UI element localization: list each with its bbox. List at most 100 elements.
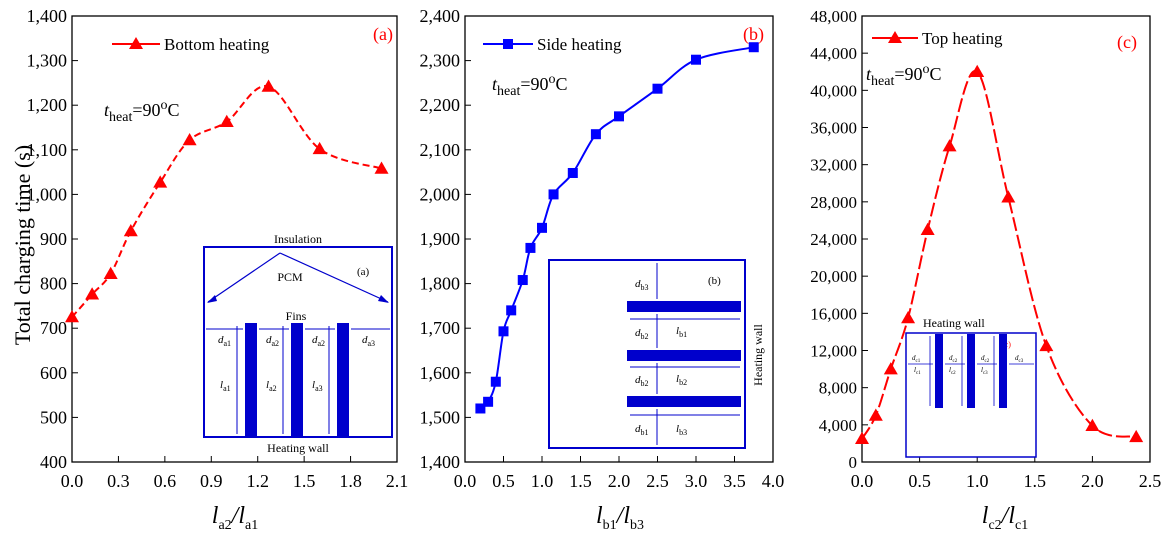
inset-a-arrow-left [207, 252, 281, 303]
inset-a-dim-lines [206, 326, 390, 434]
panel-b-xtick-label: 1.0 [531, 471, 554, 491]
inset-b-panel-label: (b) [708, 275, 721, 287]
panel-b-ytick-label: 2,200 [420, 95, 461, 115]
inset-a-dim-d3: da2 [312, 334, 325, 348]
panel-a-xtick-label: 1.5 [293, 471, 316, 491]
panel-b-ytick-label: 2,400 [420, 6, 461, 26]
panel-a-data-point [374, 161, 389, 174]
panel-c-inset: Heating wall (c) dc1 dc2 dc2 dc3 lc1 lc2… [905, 316, 1037, 458]
inset-c-fin-2 [967, 334, 975, 408]
panel-c-ytick-label: 20,000 [810, 267, 857, 286]
inset-a-arrow-right [279, 252, 389, 303]
panel-c-ytick-label: 32,000 [810, 156, 857, 175]
inset-b-dim-l2: lb2 [676, 373, 687, 387]
inset-b-fin-3 [627, 396, 741, 407]
panel-b-data-point [590, 129, 601, 140]
panel-b-markers [475, 42, 759, 414]
panel-c-label: (c) [1117, 32, 1137, 53]
panel-c-ytick-label: 40,000 [810, 81, 857, 100]
panel-c-data-point [1085, 418, 1100, 432]
panel-b: 1,400 1,500 1,600 1,700 1,800 1,900 2,000 2,100… [420, 6, 785, 533]
panel-a-xtick-label: 1.8 [339, 471, 362, 491]
inset-b-dim-d3: db2 [635, 374, 649, 388]
panel-c-data-point [920, 222, 935, 235]
panel-b-legend-text: Side heating [537, 35, 622, 54]
panel-a-ytick-label: 600 [40, 363, 67, 383]
panel-c-ytick-label: 0 [849, 453, 858, 472]
panel-a-data-point [103, 266, 118, 280]
panel-c-x-ticks: 0.0 0.5 1.0 1.5 2.0 2.5 [851, 456, 1161, 491]
panel-b-xtick-label: 1.5 [569, 471, 592, 491]
panel-a-ytick-label: 800 [40, 274, 67, 294]
panel-b-data-point [483, 396, 494, 407]
panel-a-xtick-label: 1.2 [246, 471, 269, 491]
inset-a-pcm-label: PCM [277, 270, 303, 284]
inset-b-dim-d2: db2 [635, 327, 649, 341]
inset-a-fin-3 [337, 323, 349, 437]
inset-c-dim-d2: dc2 [949, 354, 958, 364]
panel-b-data-point [506, 305, 517, 316]
panel-b-x-label: lb1/lb3 [596, 503, 644, 533]
panel-c-ytick-label: 8,000 [819, 379, 857, 398]
panel-a-legend: Bottom heating [112, 35, 270, 54]
panel-b-xtick-label: 4.0 [762, 471, 785, 491]
panel-c-data-point [1039, 338, 1054, 352]
panel-b-label: (b) [743, 24, 764, 45]
inset-c-fin-1 [935, 334, 943, 408]
panel-b-data-point [490, 376, 501, 387]
panel-c-x-label: lc2/lc1 [982, 503, 1028, 533]
panel-a-ytick-label: 900 [40, 229, 67, 249]
panel-b-legend: Side heating [483, 35, 622, 54]
panel-b-ytick-label: 1,700 [420, 318, 461, 338]
panel-b-data-point [525, 242, 536, 253]
panel-c-data-point [1129, 429, 1144, 443]
panel-b-data-point [652, 83, 663, 94]
panel-b-annotation: theat=90oC [492, 72, 568, 99]
panel-a-ytick-label: 1,100 [27, 140, 68, 160]
panel-c-xtick-label: 0.0 [851, 471, 874, 491]
inset-b-fin-1 [627, 301, 741, 312]
panel-a-legend-text: Bottom heating [164, 35, 270, 54]
panel-c-markers [855, 64, 1144, 445]
panel-a-data-point [153, 175, 168, 188]
panel-b-ytick-label: 1,600 [420, 363, 461, 383]
panel-b-data-point [548, 189, 559, 200]
inset-c-dim-d3: dc2 [981, 354, 990, 364]
panel-b-ytick-label: 2,300 [420, 51, 461, 71]
inset-a-insulation-label: Insulation [274, 232, 322, 246]
panel-a-ytick-label: 1,300 [27, 51, 68, 71]
panel-a-inset: Insulation PCM (a) Fins da1 da2 da2 [203, 232, 393, 455]
panel-c-xtick-label: 1.0 [966, 471, 989, 491]
panel-c-data-point [942, 139, 957, 152]
panel-b-ytick-label: 1,900 [420, 229, 461, 249]
panel-c-data-point [970, 64, 985, 77]
panel-b-ytick-label: 2,100 [420, 140, 461, 160]
panel-a-xtick-label: 2.1 [386, 471, 409, 491]
panel-c-xtick-label: 1.5 [1024, 471, 1047, 491]
panel-b-xtick-label: 0.0 [454, 471, 477, 491]
inset-a-dim-d1: da1 [218, 334, 231, 348]
inset-a-arrowhead-left [207, 295, 217, 303]
inset-a-dim-d4: da3 [362, 334, 375, 348]
inset-c-dim-l1: lc1 [914, 366, 921, 376]
panel-b-data-point [517, 275, 528, 286]
panel-a-y-ticks: 400 500 600 700 800 900 1,000 1,100 1,200 1,300 1,… [27, 6, 78, 472]
inset-b-dim-l3: lb3 [676, 423, 687, 437]
panel-a-markers [65, 79, 389, 323]
inset-c-fin-3 [999, 334, 1007, 408]
panel-a-xtick-label: 0.9 [200, 471, 223, 491]
panel-c-xtick-label: 2.0 [1081, 471, 1104, 491]
inset-a-dim-l3: la3 [312, 379, 323, 393]
inset-a-panel-label: (a) [357, 266, 370, 278]
panel-b-ytick-label: 1,400 [420, 452, 461, 472]
panel-a-ytick-label: 1,000 [27, 184, 68, 204]
panel-c-ytick-label: 44,000 [810, 44, 857, 63]
panel-a-data-point [219, 114, 234, 127]
panel-b-data-point [748, 42, 759, 53]
inset-b-dim-d4: db1 [635, 423, 649, 437]
panel-c-xtick-label: 0.5 [908, 471, 931, 491]
panel-c-legend: Top heating [872, 29, 1003, 48]
panel-a-data-point [261, 79, 276, 92]
